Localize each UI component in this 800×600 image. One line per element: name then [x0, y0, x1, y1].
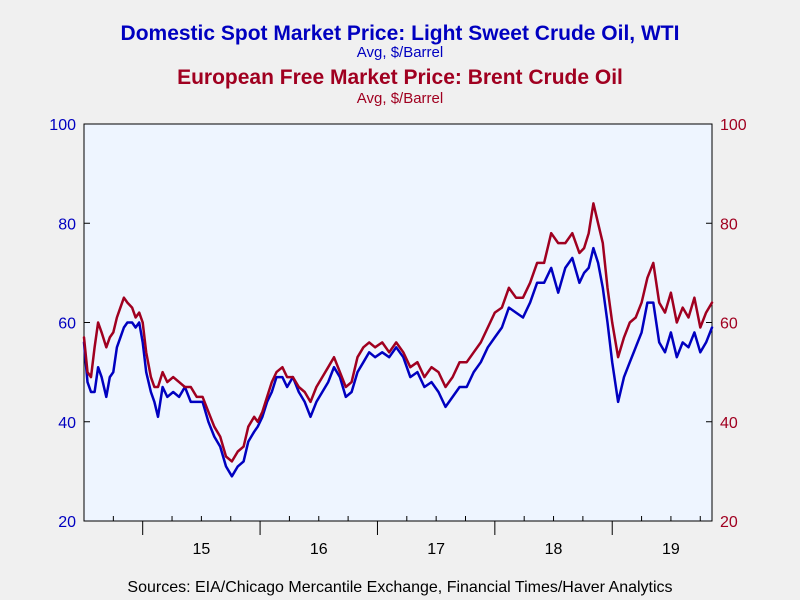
- right-axis: 20 40 60 80 100: [706, 117, 747, 531]
- right-y-tick-label: 60: [720, 316, 738, 333]
- x-tick-label: 19: [662, 541, 680, 558]
- x-tick-label: 18: [545, 541, 563, 558]
- left-axis: 20 40 60 80 100: [49, 117, 90, 531]
- right-y-tick-label: 100: [720, 117, 747, 134]
- x-axis: 15 16 17 18 19: [83, 516, 701, 558]
- brent-subtitle: Avg, $/Barrel: [357, 90, 443, 107]
- x-tick-label: 16: [310, 541, 328, 558]
- left-y-tick-label: 20: [58, 514, 76, 531]
- right-y-tick-label: 20: [720, 514, 738, 531]
- x-tick-label: 15: [192, 541, 210, 558]
- x-tick-label: 17: [427, 541, 445, 558]
- wti-title: Domestic Spot Market Price: Light Sweet …: [121, 22, 680, 45]
- series-line-brent: [82, 202, 714, 463]
- left-y-tick-label: 80: [58, 216, 76, 233]
- left-y-tick-label: 60: [58, 316, 76, 333]
- wti-subtitle: Avg, $/Barrel: [357, 44, 443, 61]
- plot-area: [83, 123, 713, 522]
- source-note: Sources: EIA/Chicago Mercantile Exchange…: [127, 579, 672, 596]
- brent-title: European Free Market Price: Brent Crude …: [177, 66, 623, 89]
- right-y-tick-label: 40: [720, 415, 738, 432]
- left-y-tick-label: 100: [49, 117, 76, 134]
- left-y-tick-label: 40: [58, 415, 76, 432]
- series-line-wti: [82, 246, 714, 478]
- series-layer: [82, 202, 714, 478]
- right-y-tick-label: 80: [720, 216, 738, 233]
